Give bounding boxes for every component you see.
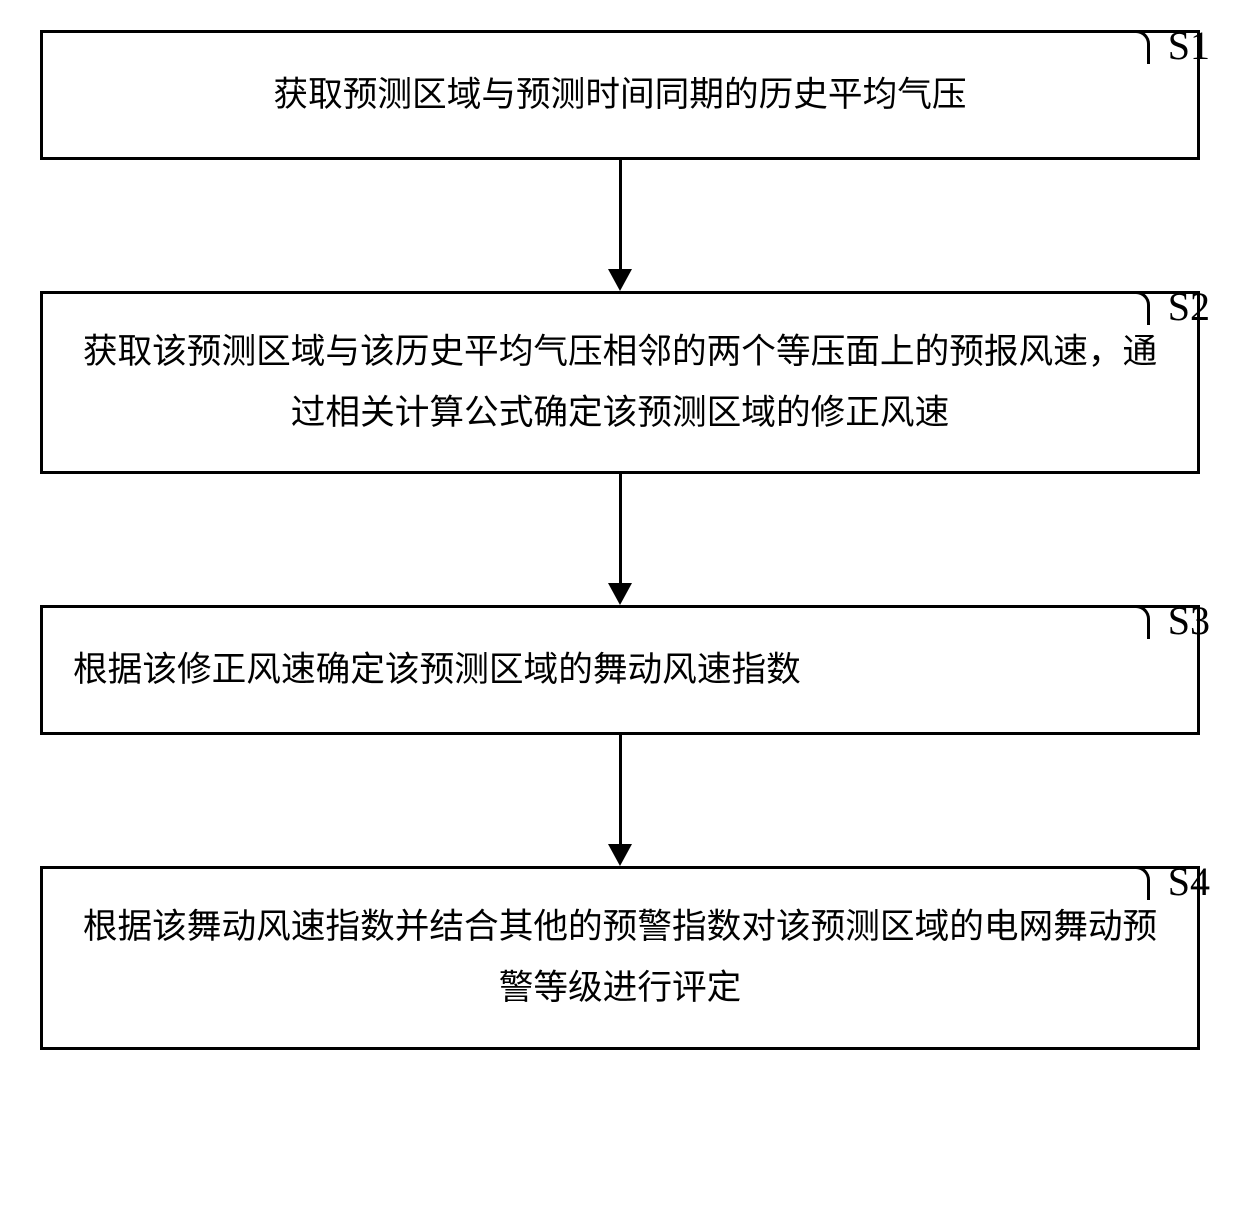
step-box: 获取该预测区域与该历史平均气压相邻的两个等压面上的预报风速，通过相关计算公式确定… bbox=[40, 291, 1200, 474]
step-text: 根据该舞动风速指数并结合其他的预警指数对该预测区域的电网舞动预警等级进行评定 bbox=[73, 897, 1167, 1018]
step-label: S1 bbox=[1168, 22, 1210, 69]
step-box: 根据该舞动风速指数并结合其他的预警指数对该预测区域的电网舞动预警等级进行评定 bbox=[40, 866, 1200, 1049]
arrow-line bbox=[619, 474, 622, 584]
label-connector bbox=[1085, 30, 1150, 64]
step-label: S4 bbox=[1168, 858, 1210, 905]
arrow-head-icon bbox=[608, 269, 632, 291]
step-label: S3 bbox=[1168, 597, 1210, 644]
label-connector bbox=[1085, 605, 1150, 639]
flow-arrow bbox=[608, 735, 632, 866]
arrow-line bbox=[619, 735, 622, 845]
flowchart-step-s4: 根据该舞动风速指数并结合其他的预警指数对该预测区域的电网舞动预警等级进行评定 S… bbox=[40, 866, 1200, 1049]
step-label: S2 bbox=[1168, 283, 1210, 330]
step-box: 获取预测区域与预测时间同期的历史平均气压 bbox=[40, 30, 1200, 160]
step-box: 根据该修正风速确定该预测区域的舞动风速指数 bbox=[40, 605, 1200, 735]
step-text: 获取预测区域与预测时间同期的历史平均气压 bbox=[73, 65, 1167, 126]
label-connector bbox=[1085, 291, 1150, 325]
arrow-head-icon bbox=[608, 583, 632, 605]
flowchart-container: 获取预测区域与预测时间同期的历史平均气压 S1 获取该预测区域与该历史平均气压相… bbox=[40, 30, 1200, 1050]
arrow-line bbox=[619, 160, 622, 270]
step-text: 根据该修正风速确定该预测区域的舞动风速指数 bbox=[73, 640, 1167, 701]
flowchart-step-s2: 获取该预测区域与该历史平均气压相邻的两个等压面上的预报风速，通过相关计算公式确定… bbox=[40, 291, 1200, 474]
flowchart-step-s3: 根据该修正风速确定该预测区域的舞动风速指数 S3 bbox=[40, 605, 1200, 735]
flowchart-step-s1: 获取预测区域与预测时间同期的历史平均气压 S1 bbox=[40, 30, 1200, 160]
arrow-head-icon bbox=[608, 844, 632, 866]
flow-arrow bbox=[608, 474, 632, 605]
label-connector bbox=[1085, 866, 1150, 900]
step-text: 获取该预测区域与该历史平均气压相邻的两个等压面上的预报风速，通过相关计算公式确定… bbox=[73, 322, 1167, 443]
flow-arrow bbox=[608, 160, 632, 291]
